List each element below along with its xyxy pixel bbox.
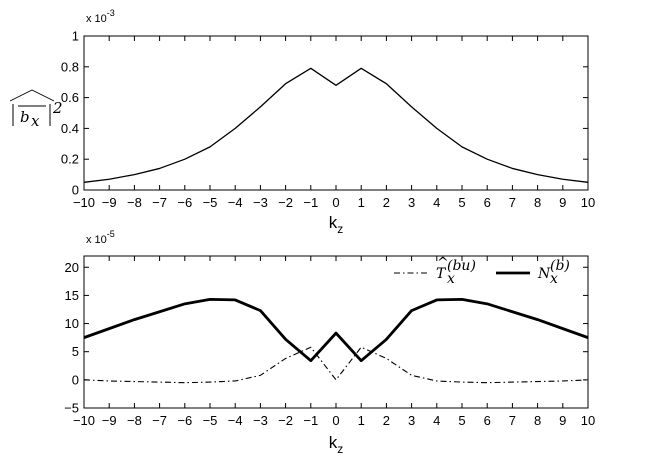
- top-y-exponent: x 10-3: [86, 8, 115, 25]
- bottom-x-tick-label: −9: [102, 413, 117, 428]
- bottom-series-line-1: [83, 346, 589, 384]
- bottom-x-tick-label: −6: [177, 413, 192, 428]
- bottom-x-tick-label: 9: [559, 413, 566, 428]
- bottom-x-tick-label: 2: [383, 413, 390, 428]
- top-x-tick-label: 3: [408, 195, 415, 210]
- legend-n-main: N: [537, 266, 551, 282]
- top-axes-frame: [83, 35, 589, 191]
- bottom-x-tick-label: −2: [278, 413, 293, 428]
- hat-mark: [9, 89, 55, 102]
- bottom-x-axis-label: kz: [329, 433, 344, 456]
- top-x-tick-label: 6: [484, 195, 491, 210]
- top-x-tick-label: −2: [278, 195, 293, 210]
- bottom-y-tick-label: 0: [72, 372, 79, 387]
- bottom-x-tick-label: −8: [127, 413, 142, 428]
- top-series-line-1: [83, 67, 589, 183]
- legend-label-t: T ^ x (bu): [436, 255, 476, 287]
- bottom-x-tick-label: −1: [303, 413, 318, 428]
- legend-label-n: N x (b): [537, 258, 570, 287]
- bottom-x-tick-label: −5: [203, 413, 218, 428]
- top-x-tick-label: −3: [253, 195, 268, 210]
- top-x-tick-label: 4: [433, 195, 440, 210]
- bottom-x-tick-label: 6: [484, 413, 491, 428]
- bottom-series: [83, 297, 589, 384]
- top-y-axis-label: b x 2: [9, 89, 63, 130]
- legend-n-sup: (b): [550, 258, 570, 274]
- legend: T ^ x (bu) N x (b): [394, 255, 570, 287]
- top-x-tick-label: −6: [177, 195, 192, 210]
- bottom-x-tick-label: −7: [152, 413, 167, 428]
- top-axes: −10 −9 −8 −7 −6 −5 −4 −3 −2 −1 0 1 2 3 4 5 6 7 8 9 10 00.20.…: [9, 8, 595, 236]
- top-y-tick-label: 1: [72, 29, 79, 44]
- bottom-y-tick-label: 10: [65, 316, 79, 331]
- top-y-tick-label: 0.6: [61, 90, 79, 105]
- top-x-axis-label: kz: [329, 213, 344, 236]
- top-x-tick-label: 9: [559, 195, 566, 210]
- top-x-tick-label: 1: [358, 195, 365, 210]
- legend-n-sub: x: [550, 271, 558, 287]
- bottom-y-tick-label: 15: [65, 288, 79, 303]
- bottom-x-tick-label: 7: [509, 413, 516, 428]
- top-x-tick-label: 0: [332, 195, 339, 210]
- ylab-2: 2: [52, 99, 63, 117]
- ylab-b: b: [20, 108, 30, 126]
- top-x-tick-label: −8: [127, 195, 142, 210]
- top-y-tick-label: 0.2: [61, 152, 79, 167]
- top-x-tick-label: −5: [203, 195, 218, 210]
- bottom-x-tick-label: 4: [433, 413, 440, 428]
- bottom-y-tick-label: 5: [72, 344, 79, 359]
- top-y-tick-label: 0.8: [61, 59, 79, 74]
- top-x-tick-label: −10: [73, 195, 95, 210]
- bottom-axes: −10 −9 −8 −7 −6 −5 −4 −3 −2 −1 0 1 2 3 4 5 6 7 8 9 10 −50510…: [64, 229, 595, 456]
- legend-t-hat: ^: [437, 255, 449, 271]
- ylab-x: x: [31, 112, 40, 130]
- bottom-x-tick-label: 5: [458, 413, 465, 428]
- legend-t-main: T: [436, 266, 447, 282]
- top-x-tick-label: 7: [509, 195, 516, 210]
- top-y-tick-label: 0: [72, 183, 79, 198]
- top-x-tick-label: 10: [581, 195, 595, 210]
- top-x-tick-label: −9: [102, 195, 117, 210]
- bottom-x-tick-label: 8: [534, 413, 541, 428]
- bottom-x-tick-label: −3: [253, 413, 268, 428]
- legend-t-sup: (bu): [447, 258, 476, 274]
- top-x-tick-label: −7: [152, 195, 167, 210]
- bottom-x-tick-label: −4: [228, 413, 243, 428]
- top-series: [83, 67, 589, 183]
- top-x-tick-label: 8: [534, 195, 541, 210]
- bottom-x-tick-label: 10: [581, 413, 595, 428]
- bottom-x-tick-label: 0: [332, 413, 339, 428]
- bottom-y-tick-label: 20: [65, 260, 79, 275]
- bottom-series-line-2: [83, 297, 589, 363]
- top-x-tick-label: 2: [383, 195, 390, 210]
- top-x-tick-label: −4: [228, 195, 243, 210]
- top-x-ticks: −10 −9 −8 −7 −6 −5 −4 −3 −2 −1 0 1 2 3 4 5 6 7 8 9 10: [73, 36, 595, 210]
- top-y-tick-label: 0.4: [61, 121, 79, 136]
- bottom-x-ticks: −10 −9 −8 −7 −6 −5 −4 −3 −2 −1 0 1 2 3 4 5 6 7 8 9 10: [73, 256, 595, 428]
- bottom-x-tick-label: 1: [358, 413, 365, 428]
- top-y-ticks: 0 0.2 0.4 0.6 0.8 1: [61, 29, 588, 198]
- legend-t-sub: x: [447, 271, 455, 287]
- bottom-y-tick-label: −5: [64, 401, 79, 416]
- top-x-tick-label: 5: [458, 195, 465, 210]
- bottom-y-ticks: −5 0 5 10 15 20: [64, 260, 588, 416]
- bottom-x-tick-label: −10: [73, 413, 95, 428]
- top-x-tick-label: −1: [303, 195, 318, 210]
- bottom-y-exponent: x 10-5: [86, 229, 115, 246]
- bottom-x-tick-label: 3: [408, 413, 415, 428]
